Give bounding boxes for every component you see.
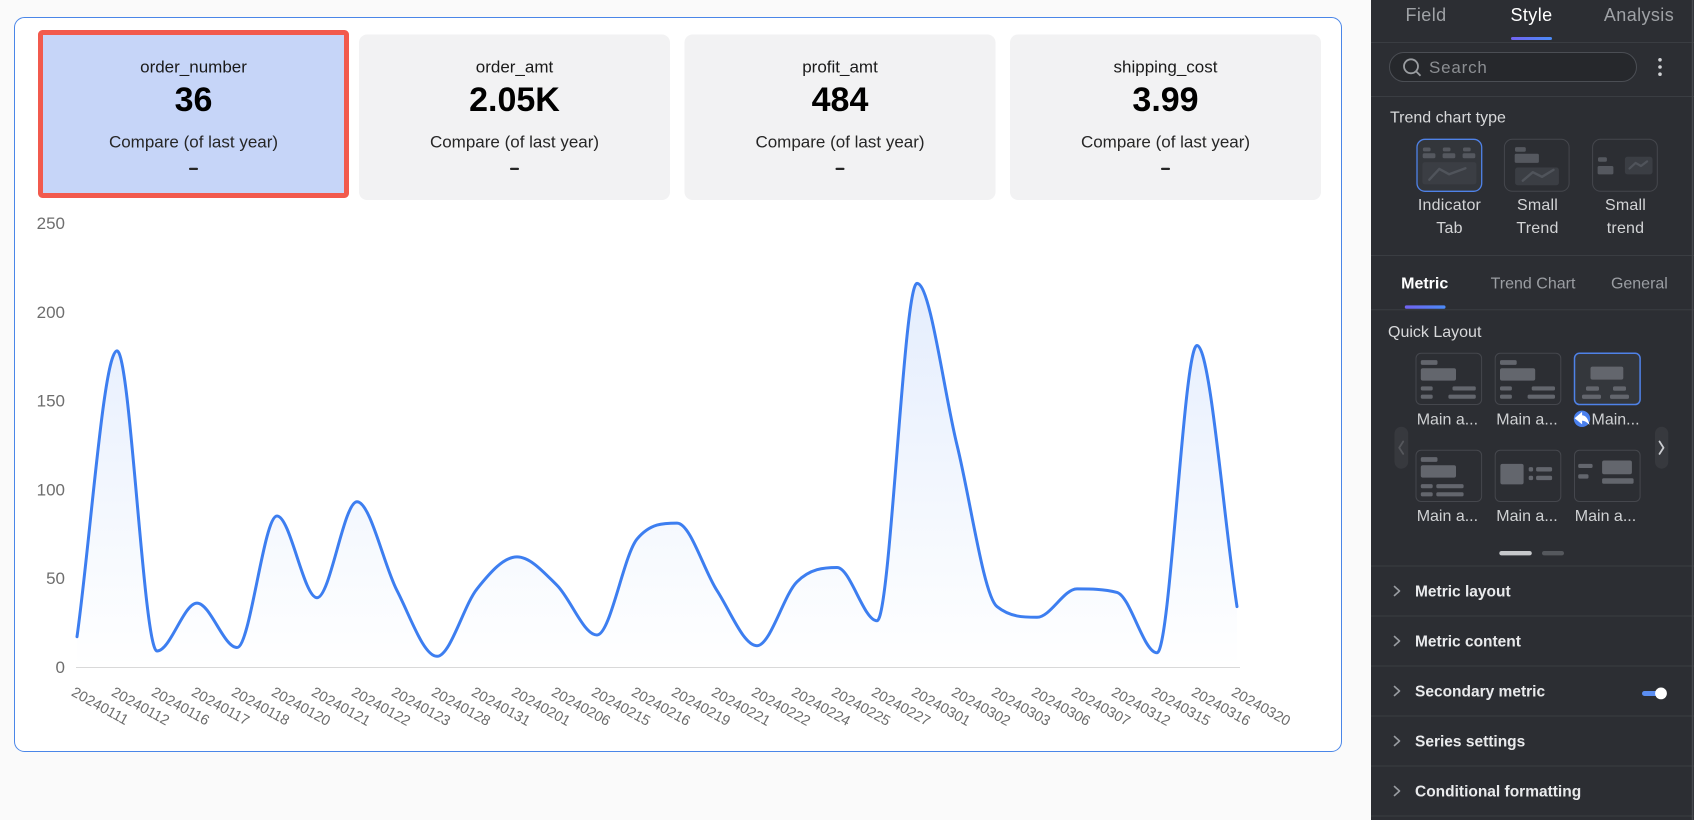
svg-text:150: 150 (37, 392, 65, 411)
svg-text:100: 100 (37, 480, 65, 499)
svg-text:Field: Field (1405, 5, 1446, 25)
svg-text:order_amt: order_amt (476, 58, 554, 77)
svg-text:General: General (1611, 275, 1668, 292)
svg-text:Series settings: Series settings (1415, 734, 1525, 751)
svg-text:Main a...: Main a... (1417, 508, 1478, 525)
svg-text:Trend chart type: Trend chart type (1390, 110, 1506, 127)
svg-text:Main a...: Main a... (1496, 412, 1557, 429)
svg-text:Compare (of last year): Compare (of last year) (109, 133, 278, 152)
svg-text:profit_amt: profit_amt (802, 58, 878, 77)
svg-text:Compare (of last year): Compare (of last year) (430, 133, 599, 152)
svg-text:36: 36 (175, 81, 213, 119)
svg-text:Small: Small (1517, 197, 1558, 214)
svg-text:Compare (of last year): Compare (of last year) (755, 133, 924, 152)
svg-text:Indicator: Indicator (1418, 197, 1482, 214)
svg-text:Compare (of last year): Compare (of last year) (1081, 133, 1250, 152)
svg-text:Metric: Metric (1401, 275, 1448, 292)
svg-text:0: 0 (56, 658, 65, 677)
svg-text:trend: trend (1607, 220, 1644, 237)
svg-text:Style: Style (1510, 5, 1552, 25)
svg-text:Secondary metric: Secondary metric (1415, 684, 1545, 701)
svg-text:Quick Layout: Quick Layout (1388, 324, 1482, 341)
svg-text:Metric layout: Metric layout (1415, 584, 1511, 601)
svg-text:3.99: 3.99 (1132, 81, 1198, 119)
svg-text:Conditional formatting: Conditional formatting (1415, 784, 1581, 801)
svg-text:250: 250 (37, 214, 65, 233)
svg-text:484: 484 (812, 81, 869, 119)
svg-text:Tab: Tab (1436, 220, 1462, 237)
svg-text:Main...: Main... (1592, 412, 1640, 429)
svg-text:Main a...: Main a... (1417, 412, 1478, 429)
svg-text:shipping_cost: shipping_cost (1114, 58, 1218, 77)
svg-text:2.05K: 2.05K (469, 81, 560, 119)
svg-text:Small: Small (1605, 197, 1646, 214)
svg-text:Trend Chart: Trend Chart (1491, 275, 1576, 292)
svg-text:Search: Search (1429, 58, 1488, 77)
svg-text:Main a...: Main a... (1496, 508, 1557, 525)
svg-text:50: 50 (46, 569, 65, 588)
svg-text:order_number: order_number (140, 58, 247, 77)
svg-text:Main a...: Main a... (1575, 508, 1636, 525)
svg-text:Trend: Trend (1516, 220, 1558, 237)
svg-text:Metric content: Metric content (1415, 634, 1521, 651)
svg-text:Analysis: Analysis (1604, 5, 1674, 25)
svg-text:200: 200 (37, 303, 65, 322)
